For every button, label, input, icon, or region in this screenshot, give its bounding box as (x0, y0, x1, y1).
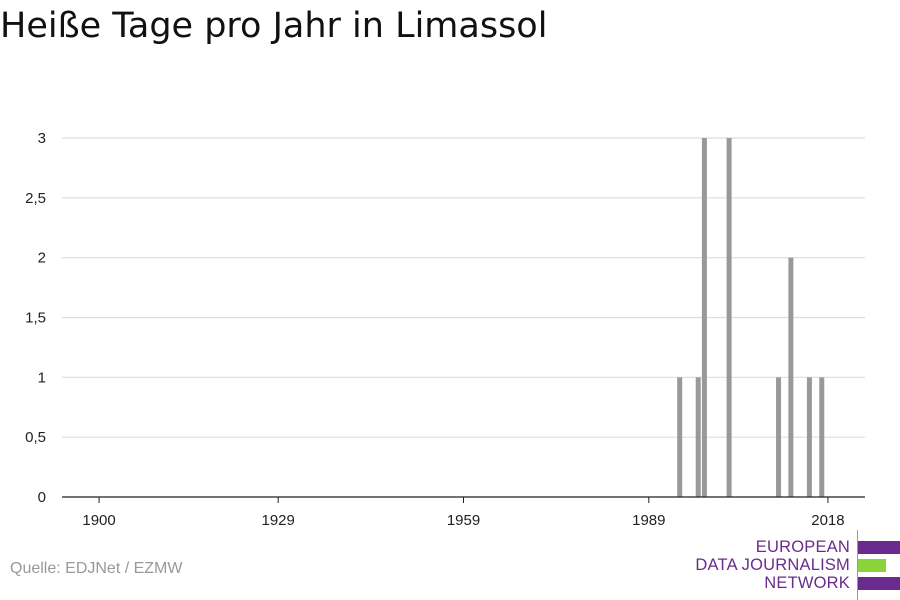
bar (819, 377, 825, 497)
source-note: Quelle: EDJNet / EZMW (10, 560, 183, 577)
y-tick-label: 3 (38, 130, 46, 147)
bar (695, 377, 701, 497)
bar (806, 377, 812, 497)
bar (726, 138, 732, 497)
x-tick-label: 1900 (82, 512, 115, 529)
bar (776, 377, 782, 497)
logo-text-line3: NETWORK (764, 574, 850, 592)
y-tick-label: 0 (38, 489, 46, 506)
logo-bar-bottom (858, 577, 900, 590)
bar (788, 257, 794, 497)
logo-text-line2: DATA JOURNALISM (695, 556, 850, 574)
logo-bar-middle (858, 559, 886, 572)
y-tick-label: 1,5 (25, 310, 46, 327)
grid-lines (62, 137, 865, 438)
logo-text-line1: EUROPEAN (755, 538, 850, 556)
bar (677, 377, 683, 497)
chart-title: Heiße Tage pro Jahr in Limassol (0, 6, 548, 46)
y-tick-label: 2,5 (25, 190, 46, 207)
y-axis-ticks: 0 0,5 1 1,5 2 2,5 3 (25, 130, 46, 506)
x-axis-ticks: 1900 1929 1959 1989 2018 (82, 497, 845, 529)
x-tick-label: 2018 (811, 512, 844, 529)
y-tick-label: 2 (38, 250, 46, 267)
logo-divider (857, 530, 858, 600)
bars (677, 138, 825, 497)
x-tick-label: 1989 (632, 512, 665, 529)
bar (701, 138, 707, 497)
y-tick-label: 0,5 (25, 429, 46, 446)
x-tick-label: 1929 (262, 512, 295, 529)
x-tick-label: 1959 (447, 512, 480, 529)
y-tick-label: 1 (38, 369, 46, 386)
edjnet-logo: EUROPEAN DATA JOURNALISM NETWORK (650, 530, 900, 600)
logo-bar-top (858, 541, 900, 554)
